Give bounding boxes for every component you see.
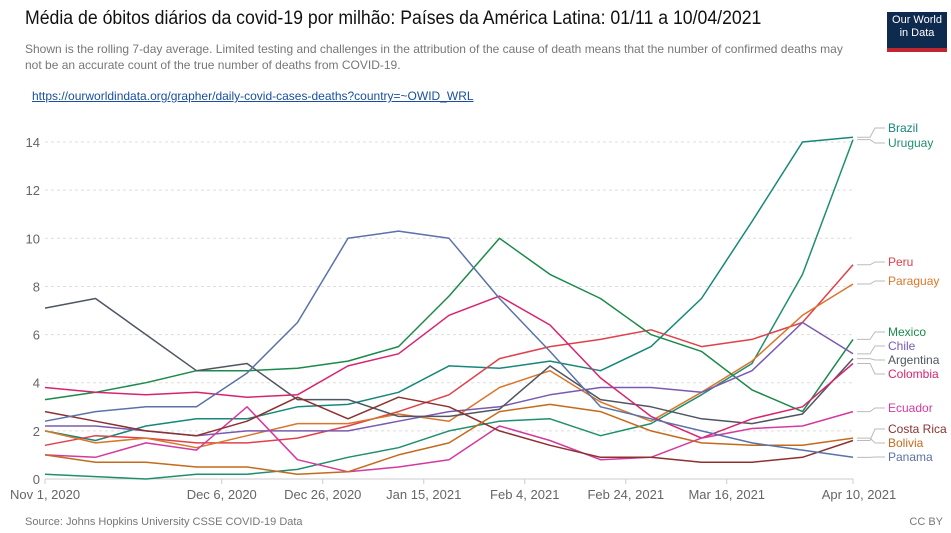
x-tick-label: Dec 26, 2020 [284,487,361,502]
legend-label-brazil: Brazil [888,121,918,135]
legend-connector [857,437,885,444]
legend-label-colombia: Colombia [888,367,939,381]
y-tick-label: 2 [33,424,40,439]
series-line-mexico [44,237,854,413]
legend-label-paraguay: Paraguay [888,274,939,288]
legend-label-chile: Chile [888,339,916,353]
x-tick-label: Feb 4, 2021 [490,487,559,502]
legend-connector [857,331,885,340]
legend-connector [857,127,885,138]
source-link[interactable]: https://ourworldindata.org/grapher/daily… [32,89,474,103]
x-tick-label: Nov 1, 2020 [10,487,80,502]
series-line-brazil [44,136,854,442]
x-tick-label: Jan 15, 2021 [386,487,461,502]
series-line-argentina [44,297,854,425]
legend-connector [857,280,885,285]
series-line-paraguay [44,283,854,449]
x-tick-label: Dec 6, 2020 [187,487,257,502]
legend-label-uruguay: Uruguay [888,136,933,150]
series-line-bolivia [44,403,854,475]
owid-logo: Our World in Data [887,12,947,52]
y-tick-label: 0 [33,472,40,487]
y-tick-label: 14 [26,135,40,150]
legend-connector [857,407,885,413]
chart-title: Média de óbitos diários da covid-19 por … [25,8,762,29]
legend-connector [857,428,885,441]
legend-label-mexico: Mexico [888,325,926,339]
legend-label-bolivia: Bolivia [888,436,924,450]
legend-connector [857,358,885,361]
source-note: Source: Johns Hopkins University CSSE CO… [25,516,303,528]
legend-connector [857,261,885,266]
legend-label-argentina: Argentina [888,353,940,367]
x-tick-label: Mar 16, 2021 [688,487,765,502]
y-tick-label: 6 [33,328,40,343]
legend-label-panama: Panama [888,450,933,464]
legend-label-costa-rica: Costa Rica [888,422,947,436]
y-tick-label: 4 [33,376,40,391]
legend-label-peru: Peru [888,255,913,269]
series-line-colombia [44,295,854,439]
license-label: CC BY [909,516,943,528]
legend-connector [857,139,885,144]
series-line-panama [44,230,854,459]
y-tick-label: 12 [26,183,40,198]
x-tick-label: Feb 24, 2021 [587,487,664,502]
series-line-peru [44,264,854,447]
series-line-costa-rica [44,396,854,463]
legend-label-ecuador: Ecuador [888,401,933,415]
legend-connector [857,345,885,355]
legend-connector [857,362,885,375]
y-tick-label: 10 [26,231,40,246]
x-tick-label: Apr 10, 2021 [822,487,896,502]
y-tick-label: 8 [33,279,40,294]
series-line-chile [45,321,854,437]
chart-subtitle: Shown is the rolling 7-day average. Limi… [25,42,843,72]
